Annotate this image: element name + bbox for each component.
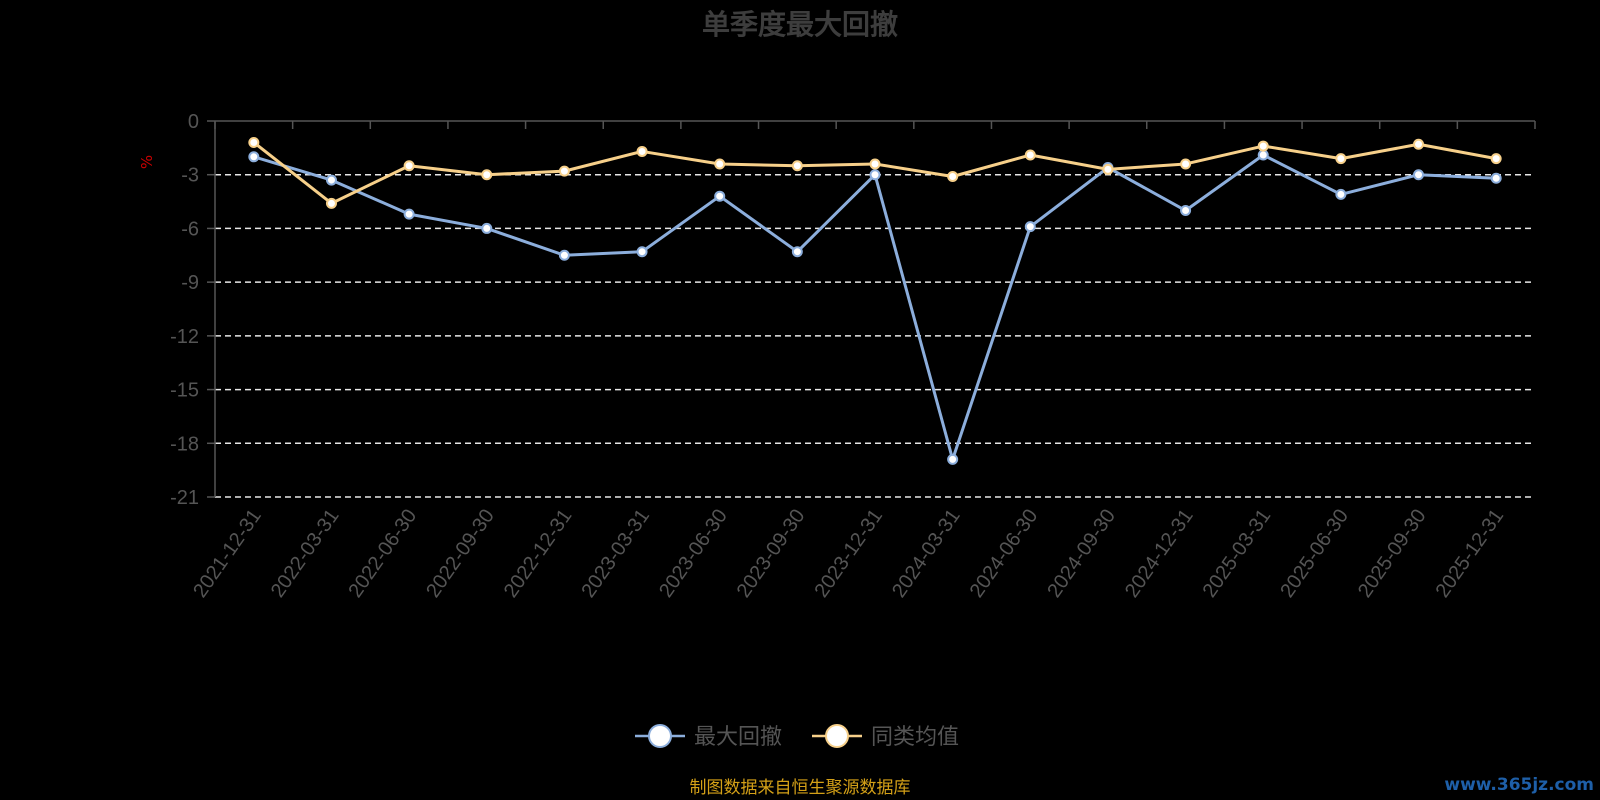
data-point[interactable]: [947, 453, 959, 465]
data-point[interactable]: [1102, 163, 1114, 175]
legend-item[interactable]: 同类均值: [812, 724, 959, 750]
x-tick-label: 2024-12-31: [1121, 505, 1198, 601]
data-point[interactable]: [1257, 140, 1269, 152]
x-tick-label: 2022-03-31: [267, 505, 344, 601]
legend-item[interactable]: 最大回撤: [635, 724, 782, 750]
data-point[interactable]: [1024, 221, 1036, 233]
data-point[interactable]: [1413, 138, 1425, 150]
data-point[interactable]: [791, 160, 803, 172]
data-point[interactable]: [1413, 169, 1425, 181]
data-source-note: 制图数据来自恒生聚源数据库: [690, 778, 911, 798]
data-point[interactable]: [1024, 149, 1036, 161]
data-point[interactable]: [1180, 205, 1192, 217]
series-line: [253, 153, 1497, 461]
y-tick-label: -9: [181, 272, 199, 294]
x-tick-label: 2023-09-30: [733, 505, 810, 601]
x-tick-label: 2024-03-31: [888, 505, 965, 601]
y-tick-label: -6: [181, 218, 199, 240]
data-point[interactable]: [869, 169, 881, 181]
data-point[interactable]: [558, 165, 570, 177]
data-point[interactable]: [947, 171, 959, 183]
x-tick-label: 2025-12-31: [1432, 505, 1509, 601]
data-point[interactable]: [481, 222, 493, 234]
series-layer: [248, 136, 1502, 465]
legend-marker: [648, 724, 672, 748]
x-tick-label: 2023-12-31: [810, 505, 887, 601]
legend-label: 最大回撤: [694, 725, 782, 750]
data-point[interactable]: [869, 158, 881, 170]
x-tick-label: 2022-12-31: [500, 505, 577, 601]
data-point[interactable]: [325, 174, 337, 186]
y-tick-label: -12: [170, 326, 199, 348]
legend[interactable]: 最大回撤 同类均值: [635, 724, 959, 750]
data-point[interactable]: [558, 249, 570, 261]
data-point[interactable]: [1490, 172, 1502, 184]
data-point[interactable]: [481, 169, 493, 181]
series-1: [248, 149, 1502, 465]
data-point[interactable]: [791, 246, 803, 258]
legend-label: 同类均值: [871, 725, 959, 750]
y-axis-unit-label: %: [138, 155, 156, 169]
data-point[interactable]: [636, 246, 648, 258]
x-tick-label: 2021-12-31: [189, 505, 266, 601]
x-tick-label: 2022-06-30: [345, 505, 422, 601]
data-point[interactable]: [714, 158, 726, 170]
grid-layer: [215, 173, 1535, 498]
y-tick-label: -3: [181, 165, 199, 187]
x-tick-label: 2024-06-30: [966, 505, 1043, 601]
x-tick-label: 2025-09-30: [1354, 505, 1431, 601]
data-point[interactable]: [714, 190, 726, 202]
data-point[interactable]: [248, 136, 260, 148]
data-point[interactable]: [403, 160, 415, 172]
data-point[interactable]: [1257, 149, 1269, 161]
data-point[interactable]: [325, 197, 337, 209]
watermark: www.365jz.com: [1444, 775, 1594, 795]
data-point[interactable]: [1180, 158, 1192, 170]
chart-title: 单季度最大回撤: [702, 8, 898, 41]
data-point[interactable]: [636, 145, 648, 157]
data-point[interactable]: [1335, 188, 1347, 200]
legend-marker: [825, 724, 849, 748]
y-tick-label: -18: [170, 433, 199, 455]
x-tick-label: 2025-06-30: [1276, 505, 1353, 601]
x-tick-label: 2023-06-30: [655, 505, 732, 601]
y-tick-label: -15: [170, 380, 199, 402]
x-tick-label: 2023-03-31: [577, 505, 654, 601]
data-point[interactable]: [248, 151, 260, 163]
x-tick-label: 2022-09-30: [422, 505, 499, 601]
y-tick-label: -21: [170, 487, 199, 509]
y-tick-label: 0: [188, 111, 199, 133]
x-tick-label: 2025-03-31: [1199, 505, 1276, 601]
data-point[interactable]: [403, 208, 415, 220]
x-tick-label: 2024-09-30: [1043, 505, 1120, 601]
data-point[interactable]: [1490, 153, 1502, 165]
series-2: [248, 136, 1502, 209]
data-point[interactable]: [1335, 153, 1347, 165]
